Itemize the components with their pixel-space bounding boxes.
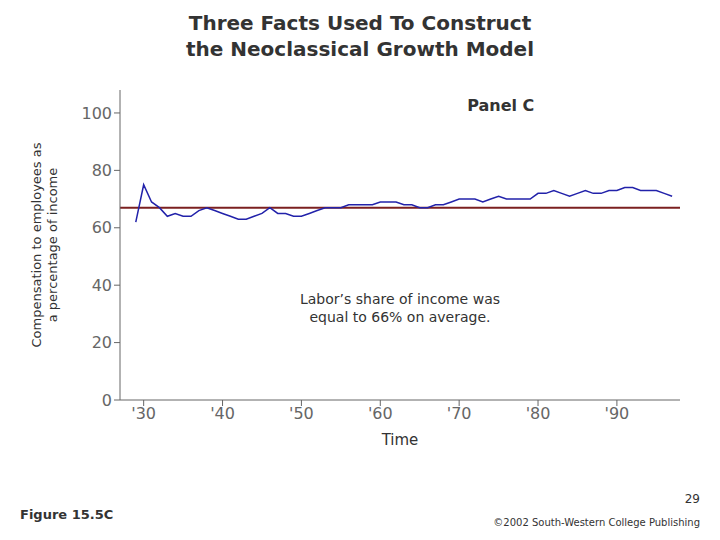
svg-text:'70: '70 [447,404,472,423]
svg-text:'50: '50 [289,404,314,423]
html-text:Labor’s share of income was: Labor’s share of income was [300,291,500,307]
svg-text:'90: '90 [605,404,630,423]
svg-text:20: 20 [92,333,112,352]
html-text:29: 29 [684,492,700,506]
html-text:equal to 66% on average.: equal to 66% on average. [309,309,491,326]
html-text:Figure 15.5C: Figure 15.5C [20,507,114,522]
html-text:Compensation to employees as: Compensation to employees as [28,142,44,348]
svg-text:'40: '40 [210,404,235,423]
svg-text:100: 100 [81,104,112,123]
svg-text:Time: Time [381,431,419,449]
html-text:a percentage of income: a percentage of income [45,167,60,323]
svg-text:80: 80 [92,161,112,180]
html-text:the Neoclassical Growth Model: the Neoclassical Growth Model [186,37,534,61]
svg-text:40: 40 [92,276,112,295]
svg-text:'80: '80 [526,404,551,423]
svg-text:0: 0 [102,391,112,410]
html-text:©2002 South-Western College Pu: ©2002 South-Western College Publishing [493,517,700,528]
svg-text:'30: '30 [131,404,156,423]
svg-text:60: 60 [92,218,112,237]
svg-text:'60: '60 [368,404,393,423]
html-text:Three Facts Used To Construct: Three Facts Used To Construct [188,11,532,35]
html-text:Panel C: Panel C [467,96,535,115]
